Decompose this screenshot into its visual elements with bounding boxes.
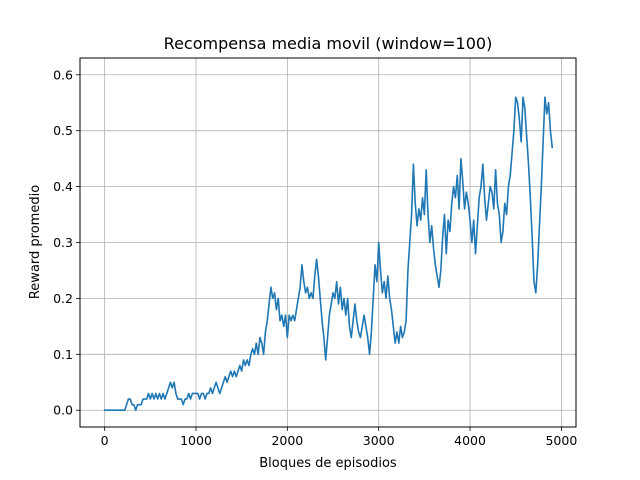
- x-tick-label: 5000: [545, 433, 577, 448]
- x-axis-ticks: 0 1000 2000 3000 4000 5000: [101, 427, 577, 448]
- y-tick-label: 0.2: [53, 291, 73, 306]
- grid-lines: [80, 58, 576, 427]
- x-tick-label: 3000: [363, 433, 395, 448]
- y-tick-label: 0.5: [53, 123, 73, 138]
- y-tick-label: 0.0: [53, 403, 73, 418]
- x-tick-label: 4000: [454, 433, 486, 448]
- y-tick-label: 0.4: [53, 179, 73, 194]
- y-tick-label: 0.1: [53, 347, 73, 362]
- chart-title: Recompensa media movil (window=100): [164, 34, 493, 53]
- y-tick-label: 0.6: [53, 67, 73, 82]
- y-axis-ticks: 0.0 0.1 0.2 0.3 0.4 0.5 0.6: [53, 67, 80, 418]
- series-line-recompensa: [103, 96, 554, 412]
- x-tick-label: 1000: [180, 433, 212, 448]
- x-axis-label: Bloques de episodios: [259, 456, 397, 471]
- y-tick-label: 0.3: [53, 235, 73, 250]
- x-tick-label: 0: [101, 433, 109, 448]
- y-axis-label: Reward promedio: [28, 185, 43, 299]
- x-tick-label: 2000: [271, 433, 303, 448]
